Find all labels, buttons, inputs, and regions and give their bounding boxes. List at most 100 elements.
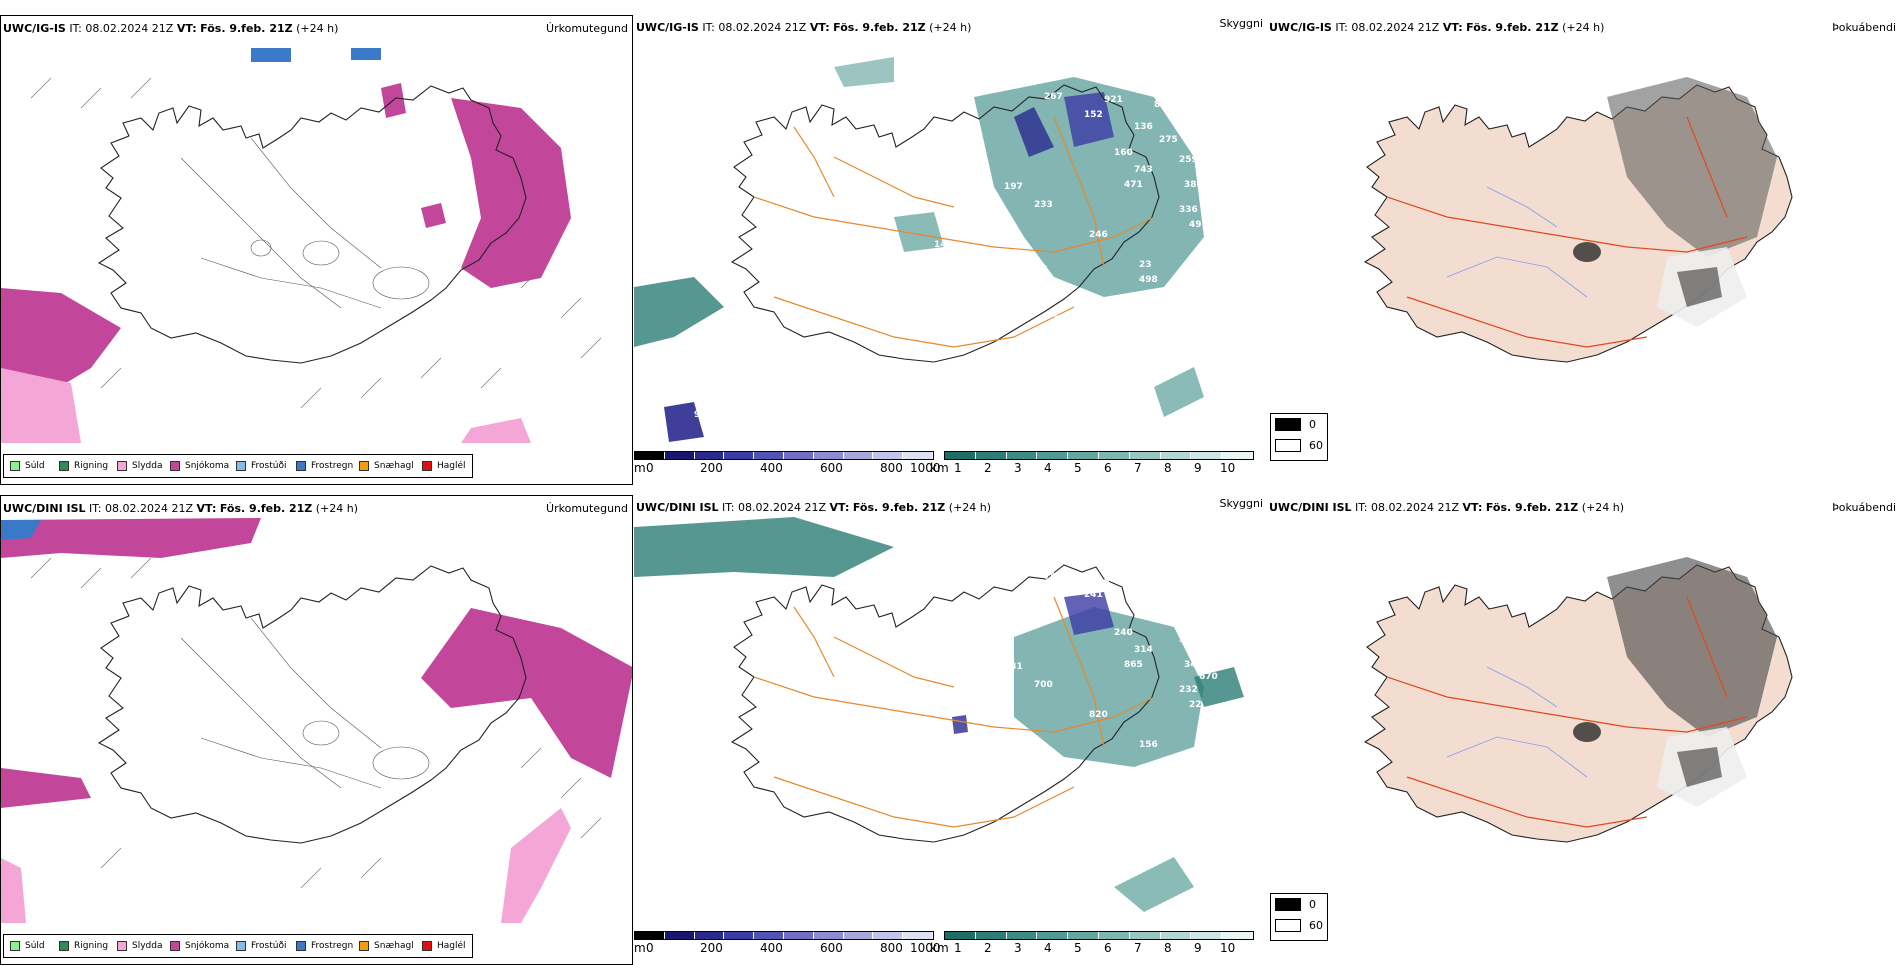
cloud-base-value-label: 24	[984, 750, 997, 760]
cloud-base-value-label: 50	[984, 270, 997, 280]
cloud-base-value-label: 233	[1034, 200, 1053, 210]
legend-item: Frostregn	[296, 940, 353, 952]
legend-swatch	[422, 461, 432, 471]
precip-type-panel-1: UWC/IG-IS IT: 08.02.2024 21Z VT: Fös. 9.…	[0, 15, 633, 485]
cloud-base-value-label: 156	[1139, 740, 1158, 750]
cloud-base-value-label: 246	[1089, 230, 1108, 240]
panel-header: UWC/DINI ISL IT: 08.02.2024 21Z VT: Fös.…	[1269, 501, 1625, 514]
cloud-base-value-label: 336	[1179, 205, 1198, 215]
visibility-scale: km 1 2 3 4 5 6 7 8 9 10	[930, 451, 1254, 481]
panel-title: Þokuábendi	[1832, 501, 1896, 514]
fog-legend-1: 0 60	[1270, 413, 1328, 461]
cloud-base-value-label: 820	[1089, 710, 1108, 720]
cloud-base-value-label: 200	[1134, 602, 1153, 612]
cloud-base-value-label: 256	[1054, 315, 1073, 325]
cloud-base-value-label: 772	[934, 720, 953, 730]
legend-swatch	[236, 461, 246, 471]
panel-title: Úrkomutegund	[546, 22, 628, 35]
cloud-base-value-label: 241	[1084, 590, 1103, 600]
cloud-base-value-label: 287	[964, 645, 983, 655]
cloud-base-value-label: 10	[1159, 615, 1172, 625]
cloud-base-value-label: 267	[1044, 92, 1063, 102]
cloud-base-value-label: 197	[1004, 182, 1023, 192]
panel-header: UWC/IG-IS IT: 08.02.2024 21Z VT: Fös. 9.…	[1269, 21, 1605, 34]
cloud-base-value-label: 830	[1154, 100, 1173, 110]
legend-item: Frostúði	[236, 460, 286, 472]
visibility-map: 267 921 830 152 136 275 160 259 191 743 471 386 315 2…	[634, 57, 1218, 442]
cloud-base-value-label: 149	[1029, 745, 1048, 755]
legend-item: Haglél	[422, 460, 466, 472]
cloud-base-value-label: 43	[1104, 575, 1117, 585]
cloud-base-value-label: 160	[1114, 148, 1133, 158]
cloud-base-value-label: 259	[1179, 155, 1198, 165]
legend-item: Snjókoma	[170, 460, 229, 472]
cloud-base-value-label: 136	[1134, 122, 1153, 132]
legend-swatch	[359, 461, 369, 471]
legend-item: Snjókoma	[170, 940, 229, 952]
panel-title: Skyggni	[1219, 17, 1263, 30]
panel-title: Úrkomutegund	[546, 502, 628, 515]
precip-map	[1, 518, 632, 923]
visibility-map: 796 43 348 241 200 10 240 526 287 314 865 344 670 700…	[634, 517, 1244, 912]
cloud-base-value-label: 94	[694, 410, 707, 420]
panel-header: UWC/DINI ISL IT: 08.02.2024 21Z VT: Fös.…	[3, 502, 359, 515]
panel-title: Þokuábendi	[1832, 21, 1896, 34]
fog-legend-swatch	[1275, 439, 1301, 452]
fog-legend-item: 0	[1275, 898, 1316, 911]
cloud-base-value-label: 743	[1134, 165, 1153, 175]
legend-item: Snæhagl	[359, 940, 414, 952]
cloud-base-value-label: 131	[1004, 662, 1023, 672]
panel-header: UWC/IG-IS IT: 08.02.2024 21Z VT: Fös. 9.…	[636, 21, 972, 34]
panel-title: Skyggni	[1219, 497, 1263, 510]
panel-header: UWC/DINI ISL IT: 08.02.2024 21Z VT: Fös.…	[636, 501, 992, 514]
cloud-base-value-label: 344	[1184, 660, 1203, 670]
fog-legend-swatch	[1275, 898, 1301, 911]
cloud-base-value-label: 240	[1114, 628, 1133, 638]
cloud-base-value-label: 921	[1104, 95, 1123, 105]
legend-item: Snæhagl	[359, 460, 414, 472]
cloud-base-value-label: 275	[1159, 135, 1178, 145]
cloud-base-scale: m 0 200 400 600 800 1000	[634, 931, 941, 961]
cloud-base-value-label: 670	[1199, 672, 1218, 682]
visibility-panel-1: UWC/IG-IS IT: 08.02.2024 21Z VT: Fös. 9.…	[634, 15, 1267, 485]
cloud-base-value-label: 49	[1189, 220, 1202, 230]
visibility-scale: km 1 2 3 4 5 6 7 8 9 10	[930, 931, 1254, 961]
fog-legend-item: 60	[1275, 919, 1323, 932]
legend-item: Haglél	[422, 940, 466, 952]
cloud-base-value-label: 700	[1034, 680, 1053, 690]
cloud-base-value-label: 22	[1189, 700, 1202, 710]
legend-swatch	[296, 461, 306, 471]
fog-legend-2: 0 60	[1270, 893, 1328, 941]
cloud-base-value-label: 314	[1134, 645, 1153, 655]
fog-indicator-panel-2: UWC/DINI ISL IT: 08.02.2024 21Z VT: Fös.…	[1267, 495, 1900, 965]
cloud-base-value-label: 498	[1139, 275, 1158, 285]
legend-item: Frostúði	[236, 940, 286, 952]
cloud-base-value-label: 145	[934, 240, 953, 250]
legend-swatch	[170, 461, 180, 471]
fog-legend-item: 0	[1275, 418, 1316, 431]
cloud-base-value-label: 152	[1084, 110, 1103, 120]
fog-map	[1364, 557, 1793, 843]
legend-item: Rigning	[59, 940, 108, 952]
precip-type-panel-2: UWC/DINI ISL IT: 08.02.2024 21Z VT: Fös.…	[0, 495, 633, 965]
legend-item: Súld	[10, 460, 45, 472]
legend-item: Slydda	[117, 460, 162, 472]
visibility-panel-2: UWC/DINI ISL IT: 08.02.2024 21Z VT: Fös.…	[634, 495, 1267, 965]
legend-item: Rigning	[59, 460, 108, 472]
cloud-base-value-label: 386	[1184, 180, 1203, 190]
fog-legend-item: 60	[1275, 439, 1323, 452]
fog-legend-swatch	[1275, 919, 1301, 932]
legend-swatch	[117, 461, 127, 471]
cloud-base-value-label: 348	[1154, 580, 1173, 590]
cloud-base-value-label: 191	[964, 165, 983, 175]
precip-legend: Súld Rigning Slydda Snjókoma Frostúði Fr…	[3, 454, 473, 478]
cloud-base-value-label: 865	[1124, 660, 1143, 670]
cloud-base-value-label: 232	[1179, 685, 1198, 695]
precip-legend: Súld Rigning Slydda Snjókoma Frostúði Fr…	[3, 934, 473, 958]
precip-map	[1, 48, 602, 443]
legend-swatch	[59, 461, 69, 471]
fog-indicator-panel-1: UWC/IG-IS IT: 08.02.2024 21Z VT: Fös. 9.…	[1267, 15, 1900, 485]
fog-map	[1364, 77, 1793, 363]
legend-item: Slydda	[117, 940, 162, 952]
cloud-base-value-label: 23	[1139, 260, 1152, 270]
